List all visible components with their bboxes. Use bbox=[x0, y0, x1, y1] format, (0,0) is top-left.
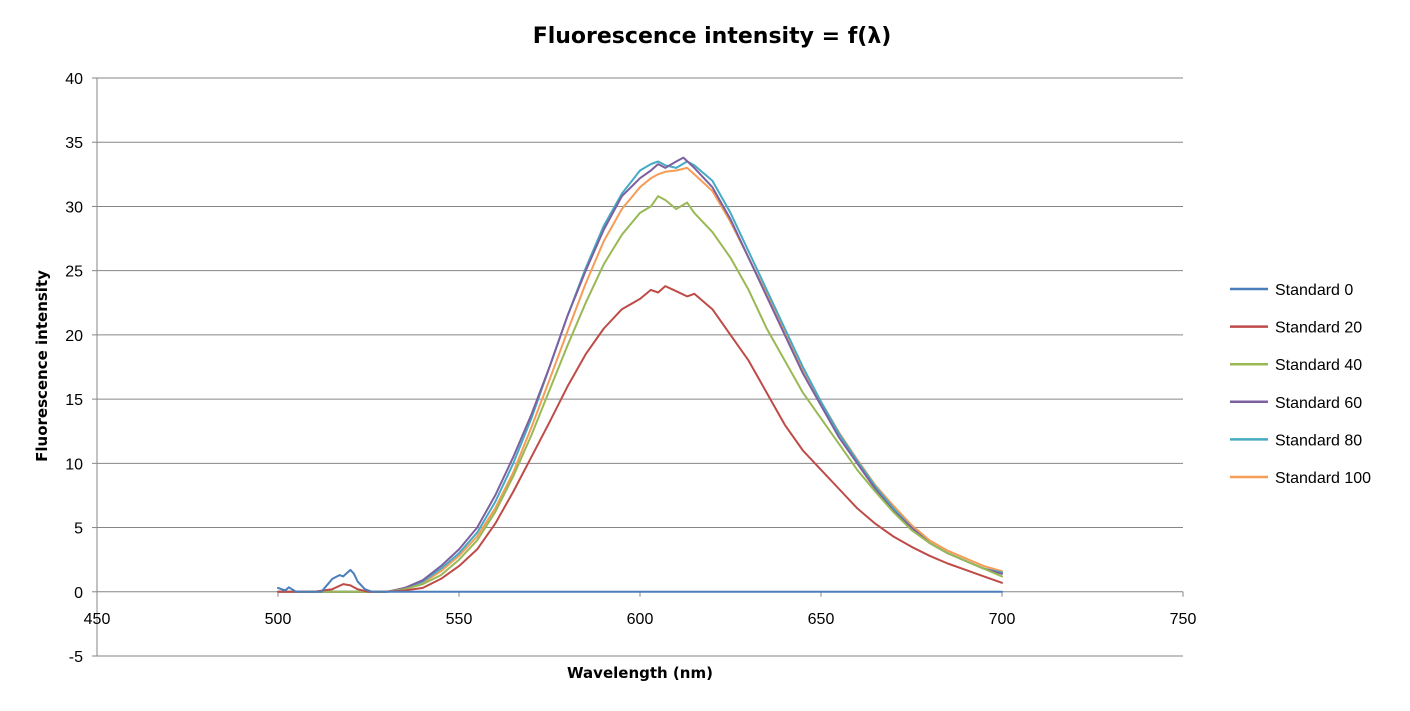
y-tick-label-1: 0 bbox=[74, 585, 83, 602]
series-line-5 bbox=[277, 166, 1003, 593]
y-tick-label-8: 35 bbox=[65, 135, 83, 152]
y-tick-label-7: 30 bbox=[65, 199, 83, 216]
y-tick-label-9: 40 bbox=[65, 71, 83, 88]
gridlines bbox=[97, 77, 1183, 657]
legend-label-0: Standard 0 bbox=[1275, 282, 1353, 299]
series-line-1 bbox=[277, 285, 1003, 593]
y-tick-label-6: 25 bbox=[65, 264, 83, 281]
axes bbox=[92, 77, 1184, 657]
x-axis-label: Wavelength (nm) bbox=[567, 664, 713, 682]
legend-label-1: Standard 20 bbox=[1275, 320, 1362, 337]
series-line-0 bbox=[277, 568, 1003, 593]
x-tick-label-5: 700 bbox=[989, 611, 1016, 628]
y-tick-label-3: 10 bbox=[65, 456, 83, 473]
legend-label-5: Standard 100 bbox=[1275, 470, 1371, 487]
x-tick-label-1: 500 bbox=[265, 611, 292, 628]
x-tick-label-6: 750 bbox=[1170, 611, 1197, 628]
legend: Standard 0 Standard 20 Standard 40 Standard… bbox=[1230, 282, 1371, 487]
series-line-4 bbox=[277, 160, 1003, 593]
plot-area-series bbox=[277, 156, 1003, 593]
chart-title: Fluorescence intensity = f(λ) bbox=[533, 24, 892, 49]
legend-label-3: Standard 60 bbox=[1275, 395, 1362, 412]
y-tick-label-4: 15 bbox=[65, 392, 83, 409]
x-tick-label-3: 600 bbox=[627, 611, 654, 628]
x-tick-labels: 450 500 550 600 650 700 750 bbox=[84, 611, 1197, 628]
y-tick-label-5: 20 bbox=[65, 328, 83, 345]
y-axis-label: Fluorescence intensity bbox=[33, 270, 51, 462]
legend-label-4: Standard 80 bbox=[1275, 432, 1362, 449]
series-line-3 bbox=[277, 156, 1003, 593]
x-tick-label-4: 650 bbox=[808, 611, 835, 628]
y-tick-labels: -5 0 5 10 15 20 25 30 35 40 bbox=[65, 71, 83, 666]
y-tick-label-2: 5 bbox=[74, 521, 83, 538]
legend-label-2: Standard 40 bbox=[1275, 357, 1362, 374]
x-tick-label-2: 550 bbox=[446, 611, 473, 628]
y-tick-label-0: -5 bbox=[69, 649, 83, 666]
x-tick-label-0: 450 bbox=[84, 611, 111, 628]
series-line-2 bbox=[277, 195, 1003, 593]
